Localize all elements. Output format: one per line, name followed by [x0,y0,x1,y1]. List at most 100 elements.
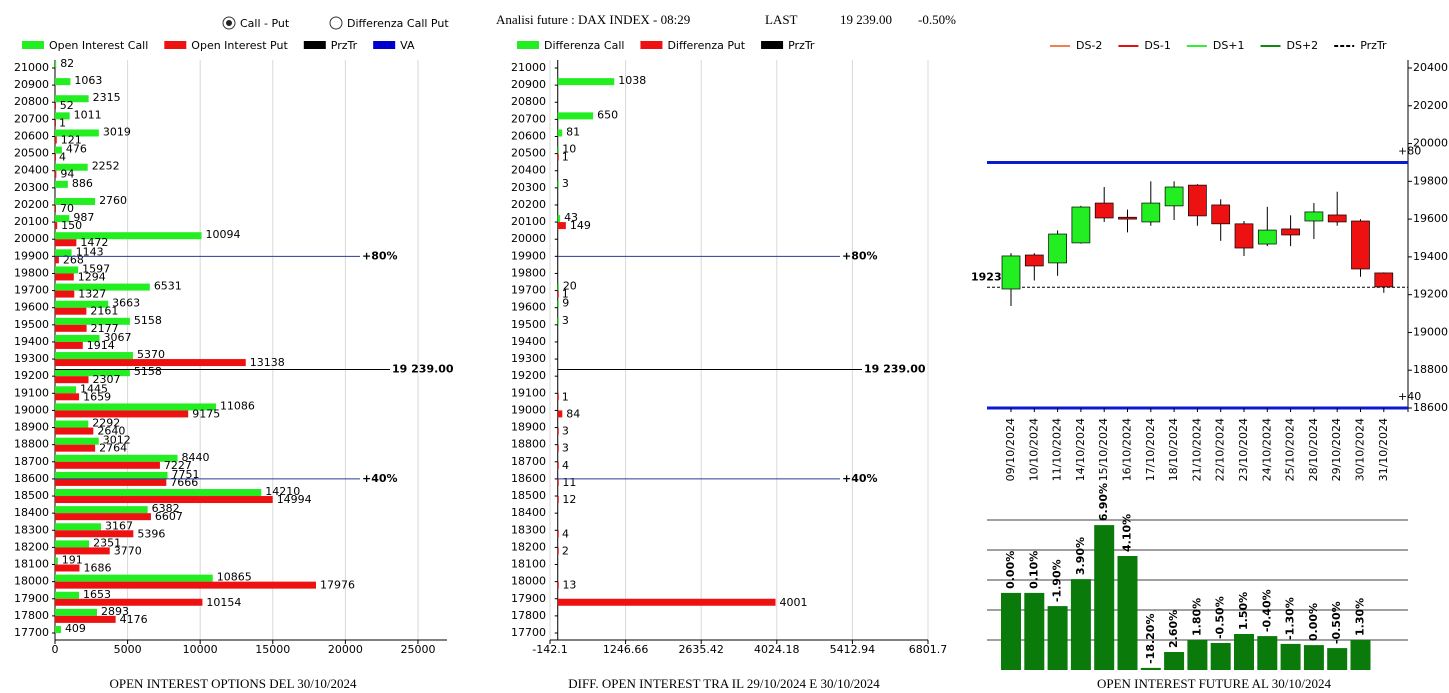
y-tick-label: 19900 [511,249,546,262]
bar [55,581,316,589]
bar [1327,648,1348,670]
radio-label[interactable]: Differenza Call Put [347,17,449,30]
bar [55,376,89,384]
y-tick-label: 20700 [511,112,546,125]
candle-body [1304,211,1324,222]
y-tick-label: 18500 [14,489,49,502]
value-label: 1063 [74,74,102,87]
bar-label: 0.10% [1027,551,1040,589]
value-label: 20 [563,280,577,293]
y-tick-label: 19800 [14,266,49,279]
x-tick-label: 0 [52,643,59,656]
value-label: 2760 [99,194,127,207]
legend-label: DS+2 [1287,39,1319,52]
value-label: 10865 [217,571,252,584]
value-label: 3663 [112,297,140,310]
value-label: 2351 [93,536,121,549]
x-tick-label: 28/10/2024 [1307,418,1320,481]
header-title: Analisi future : DAX INDEX - 08:29 [496,12,690,27]
y-tick-label: 18000 [511,575,546,588]
y-tick-label: 20100 [14,215,49,228]
bar-label: 0.00% [1307,603,1320,641]
bar [55,78,71,86]
x-tick-label: 25/10/2024 [1284,418,1297,481]
y-tick-label: 20000 [1413,137,1448,150]
bar [55,513,151,521]
radio-label[interactable]: Call - Put [240,17,290,30]
bar [557,317,559,325]
bar [55,102,56,110]
bar [55,471,168,479]
radio-button[interactable] [329,16,343,30]
x-tick-label: 31/10/2024 [1377,418,1390,481]
bar [55,334,100,342]
bar-label: 6.90% [1097,483,1110,521]
y-tick-label: 18500 [511,489,546,502]
y-tick-label: 18600 [1413,401,1448,414]
bar [1234,634,1254,670]
bar [557,461,559,469]
bar [1303,645,1324,670]
y-tick-label: 18400 [511,506,546,519]
value-label: 52 [60,99,74,112]
y-tick-label: 20500 [511,147,546,160]
bar-label: -0.50% [1330,601,1343,644]
bar-label: 3.90% [1074,537,1087,575]
x-tick-label: 1246.66 [603,643,649,656]
candle-body [1118,216,1137,220]
bar [557,598,776,606]
y-tick-label: 20600 [14,129,49,142]
value-label: 1472 [80,236,108,249]
value-label: 3012 [103,434,131,447]
reference-label: +80% [362,249,398,262]
y-tick-label: 19900 [14,249,49,262]
value-label: 2 [562,544,569,557]
bar [557,530,559,538]
y-tick-label: 19500 [14,318,49,331]
bar [55,420,89,428]
y-tick-label: 19200 [14,369,49,382]
candle-body [1257,229,1277,245]
bar [55,146,62,154]
value-label: 1294 [78,270,106,283]
value-label: 191 [62,554,83,567]
value-label: 268 [63,253,84,266]
y-tick-label: 17900 [14,592,49,605]
value-label: 4 [562,527,569,540]
y-tick-label: 20200 [511,198,546,211]
candle-body [1211,204,1231,225]
y-tick-label: 20300 [511,181,546,194]
bar [55,222,58,230]
x-tick-label: 09/10/2024 [1004,418,1017,481]
value-label: 13138 [250,356,285,369]
x-tick-label: 15000 [255,643,290,656]
bar [557,410,563,418]
bar [55,112,70,120]
bar [557,290,559,298]
x-tick-label: 5412.94 [830,643,876,656]
bar [55,591,79,599]
bar [55,300,109,308]
y-tick-label: 18700 [14,455,49,468]
value-label: 1143 [76,245,104,258]
value-label: 2177 [91,322,119,335]
legend-label: DS-1 [1144,39,1170,52]
bar [55,204,57,212]
reference-label: +40% [842,472,878,485]
y-tick-label: 17900 [511,592,546,605]
value-label: 4001 [780,596,808,609]
value-label: 476 [66,143,87,156]
bar [557,112,594,120]
candle-body [1141,202,1161,223]
x-tick-label: 4024.18 [754,643,800,656]
value-label: 149 [570,219,591,232]
x-tick-label: 25000 [400,643,435,656]
value-label: 2307 [92,373,120,386]
value-label: 2315 [93,91,121,104]
reference-label: +40 [1398,390,1421,403]
x-tick-label: 23/10/2024 [1237,418,1250,481]
candle-body [1327,214,1347,223]
y-tick-label: 20900 [511,78,546,91]
bar [557,222,566,230]
